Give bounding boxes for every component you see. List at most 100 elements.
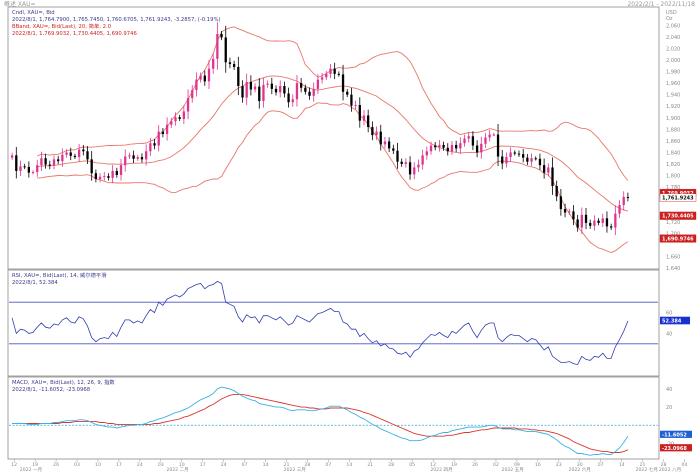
candle xyxy=(408,156,412,180)
price-tick-label: 2,020 xyxy=(666,46,680,52)
candle-body xyxy=(387,141,391,149)
candle xyxy=(425,146,428,160)
price-tick-label: 2,000 xyxy=(666,58,680,64)
macd-tag-label: -11.6052 xyxy=(662,432,687,438)
candle-body xyxy=(203,75,206,82)
candle xyxy=(186,89,190,120)
candle-body xyxy=(40,158,43,166)
x-day-label: 03 xyxy=(74,462,80,468)
candle-body xyxy=(626,196,630,198)
rsi-tick-label: 60 xyxy=(666,311,672,317)
candle-body xyxy=(404,162,408,164)
candle xyxy=(77,144,81,163)
candle-body xyxy=(350,94,353,106)
candle xyxy=(597,218,600,226)
candle xyxy=(463,134,466,147)
candle-body xyxy=(580,214,583,228)
candle-body xyxy=(337,73,341,75)
price-plot xyxy=(10,21,630,253)
price-axis-unit-2: Oz xyxy=(666,16,673,22)
candle-body xyxy=(178,117,181,119)
candle-body xyxy=(212,58,215,69)
rsi-legend-line-2: 2022/8/1, 52.384 xyxy=(12,280,58,286)
candle xyxy=(480,136,483,159)
candle-body xyxy=(157,131,160,146)
candle-body xyxy=(459,143,462,149)
x-day-label: 28 xyxy=(388,462,394,468)
price-tick-label: 1,800 xyxy=(666,174,680,180)
candle xyxy=(459,137,462,154)
candle xyxy=(69,147,72,161)
candle-body xyxy=(475,145,479,153)
price-tick-label: 1,780 xyxy=(666,185,680,191)
candle xyxy=(170,117,173,128)
candle-body xyxy=(463,138,466,144)
macd-legend-line-2: 2022/8/1, -11.6052, -23.0968 xyxy=(12,387,91,393)
candle-body xyxy=(10,155,14,158)
candle xyxy=(115,167,118,178)
candle-body xyxy=(140,157,144,160)
rsi-legend: RSI, XAU=, Bid(Last), 14, 威尔德平滑 2022/8/1… xyxy=(12,271,107,286)
candle-body xyxy=(52,159,56,166)
macd-tag-label: -23.0968 xyxy=(662,446,687,452)
candle-body xyxy=(358,105,361,121)
candle xyxy=(111,165,114,184)
candle xyxy=(136,154,139,161)
candle-body xyxy=(601,218,604,223)
candle-body xyxy=(538,158,542,166)
x-month-label: 2022 一月 xyxy=(20,467,42,472)
macd-plot xyxy=(9,386,658,456)
candle-body xyxy=(86,151,89,160)
candle xyxy=(584,207,588,230)
candle-body xyxy=(15,155,18,171)
x-day-label: 16 xyxy=(535,462,541,468)
rsi-legend-line-1: RSI, XAU=, Bid(Last), 14, 威尔德平滑 xyxy=(12,271,107,279)
x-day-label: 24 xyxy=(221,462,227,468)
candle xyxy=(387,137,391,153)
candle-body xyxy=(262,84,265,102)
candle xyxy=(40,151,43,171)
candle-body xyxy=(65,152,68,155)
candle xyxy=(23,163,26,170)
candle xyxy=(86,146,89,165)
candle-body xyxy=(274,88,278,93)
candle xyxy=(622,191,625,211)
candle-body xyxy=(174,117,177,122)
candle-body xyxy=(354,105,357,107)
candle xyxy=(429,141,433,155)
candle-body xyxy=(442,144,445,148)
candle-body xyxy=(454,144,458,149)
candle xyxy=(82,144,85,156)
candle-body xyxy=(186,98,190,112)
candle-body xyxy=(224,37,227,63)
macd-panel-frame xyxy=(7,376,660,460)
rsi-panel-frame xyxy=(7,269,660,377)
candle xyxy=(132,150,135,164)
candle xyxy=(396,142,399,169)
candle-body xyxy=(23,166,26,168)
candle xyxy=(555,180,558,202)
candle-body xyxy=(69,152,72,156)
candle-body xyxy=(216,34,219,59)
x-day-label: 23 xyxy=(556,462,562,468)
candle xyxy=(57,155,60,165)
bband-lower xyxy=(37,102,629,253)
candle xyxy=(438,140,441,152)
x-month-label: 2022 二月 xyxy=(166,467,188,472)
x-day-label: 19 xyxy=(32,462,38,468)
candle xyxy=(589,219,592,229)
axes: 2,060 2,040 2,020 2,000 1,980 1,960 1,940 1,920… xyxy=(11,23,697,473)
candle-body xyxy=(496,134,500,157)
x-day-label: 12 xyxy=(11,462,17,468)
candle xyxy=(404,158,408,168)
window-date-range: 2022/2/1 - 2022/11/18 xyxy=(627,1,695,8)
x-month-label: 2022 六月 xyxy=(569,466,591,472)
candle xyxy=(287,87,290,108)
candle xyxy=(542,158,546,179)
candle xyxy=(220,31,223,41)
candle xyxy=(501,150,504,170)
candle-body xyxy=(622,196,625,206)
candle-body xyxy=(417,164,420,168)
candle xyxy=(15,146,18,179)
candle-body xyxy=(287,93,290,103)
